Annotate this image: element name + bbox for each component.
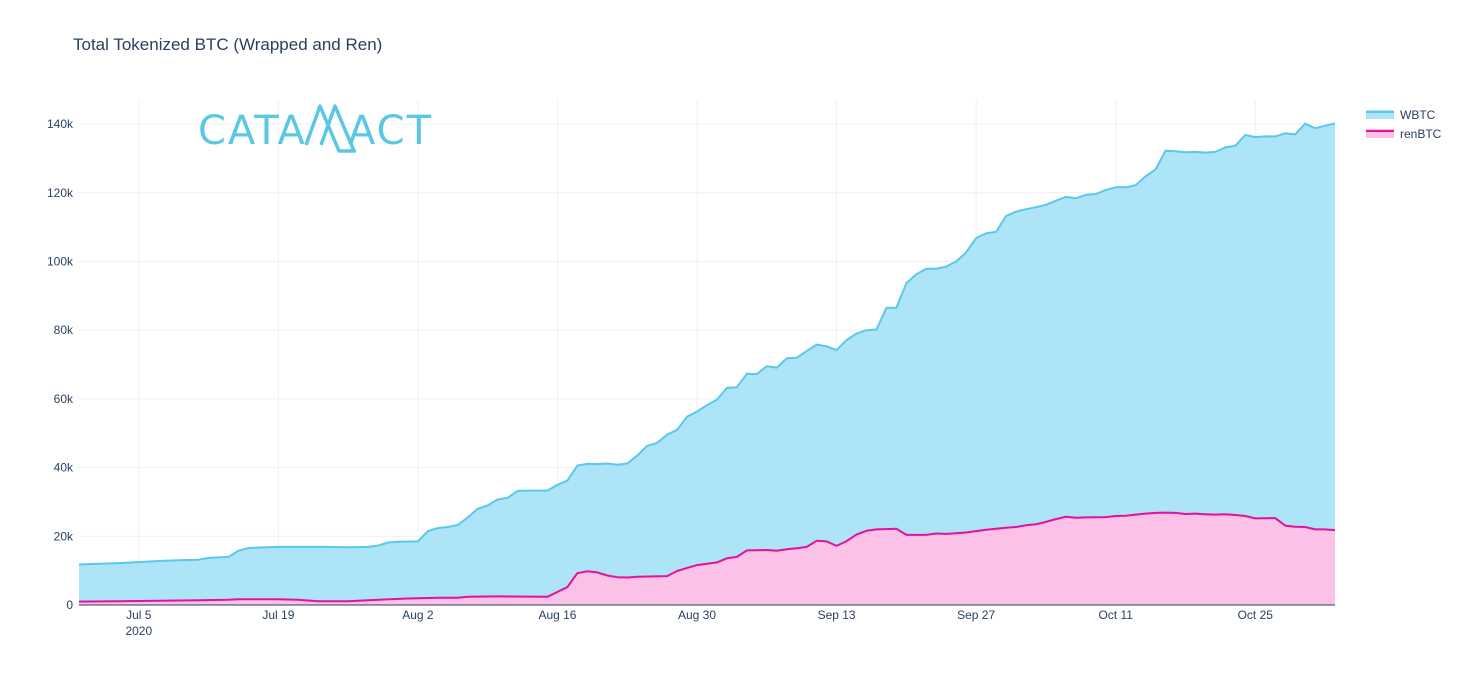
x-tick-label: Sep 13 [818,608,856,622]
legend-item-wbtc: WBTC [1366,108,1436,122]
logo-mark-icon [304,104,356,153]
x-tick-label: Oct 11 [1098,608,1133,622]
renbtc-legend-swatch [1366,129,1394,138]
legend-label-wbtc: WBTC [1400,108,1436,122]
y-tick-label: 40k [54,461,74,475]
y-tick-label: 120k [47,186,74,200]
y-tick-label: 60k [54,392,74,406]
legend: WBTC renBTC [1366,108,1442,141]
y-tick-label: 0 [66,598,73,612]
y-tick-label: 80k [54,323,74,337]
logo-text-left: CATA [198,108,307,154]
x-tick-sublabel: 2020 [125,624,152,638]
y-tick-label: 20k [54,529,74,543]
catallact-logo: CATA ACT [198,104,433,154]
plot-areas [78,122,1336,606]
chart-title: Total Tokenized BTC (Wrapped and Ren) [73,35,382,54]
wbtc-area-fill [79,123,1335,606]
x-tick-label: Sep 27 [957,608,995,622]
logo-text-right: ACT [348,108,433,154]
x-tick-label: Aug 30 [678,608,716,622]
x-tick-label: Oct 25 [1238,608,1274,622]
renbtc-series-line [78,511,1336,603]
renbtc-area-fill [79,512,1335,605]
y-tick-label: 140k [47,117,74,131]
wbtc-series-line [78,122,1336,566]
y-tick-label: 100k [47,254,74,268]
x-axis: Jul 5 2020 Jul 19 Aug 2 Aug 16 Aug 30 Sep 13 Se… [125,608,1273,638]
x-tick-label: Jul 5 [126,608,152,622]
x-tick-label: Aug 16 [538,608,576,622]
x-tick-label: Aug 2 [402,608,434,622]
y-axis: 0 20k 40k 60k 80k 100k 120k 140k [47,117,74,612]
legend-label-renbtc: renBTC [1400,127,1442,141]
legend-item-renbtc: renBTC [1366,127,1442,141]
x-tick-label: Jul 19 [262,608,294,622]
wbtc-legend-swatch [1366,110,1394,119]
